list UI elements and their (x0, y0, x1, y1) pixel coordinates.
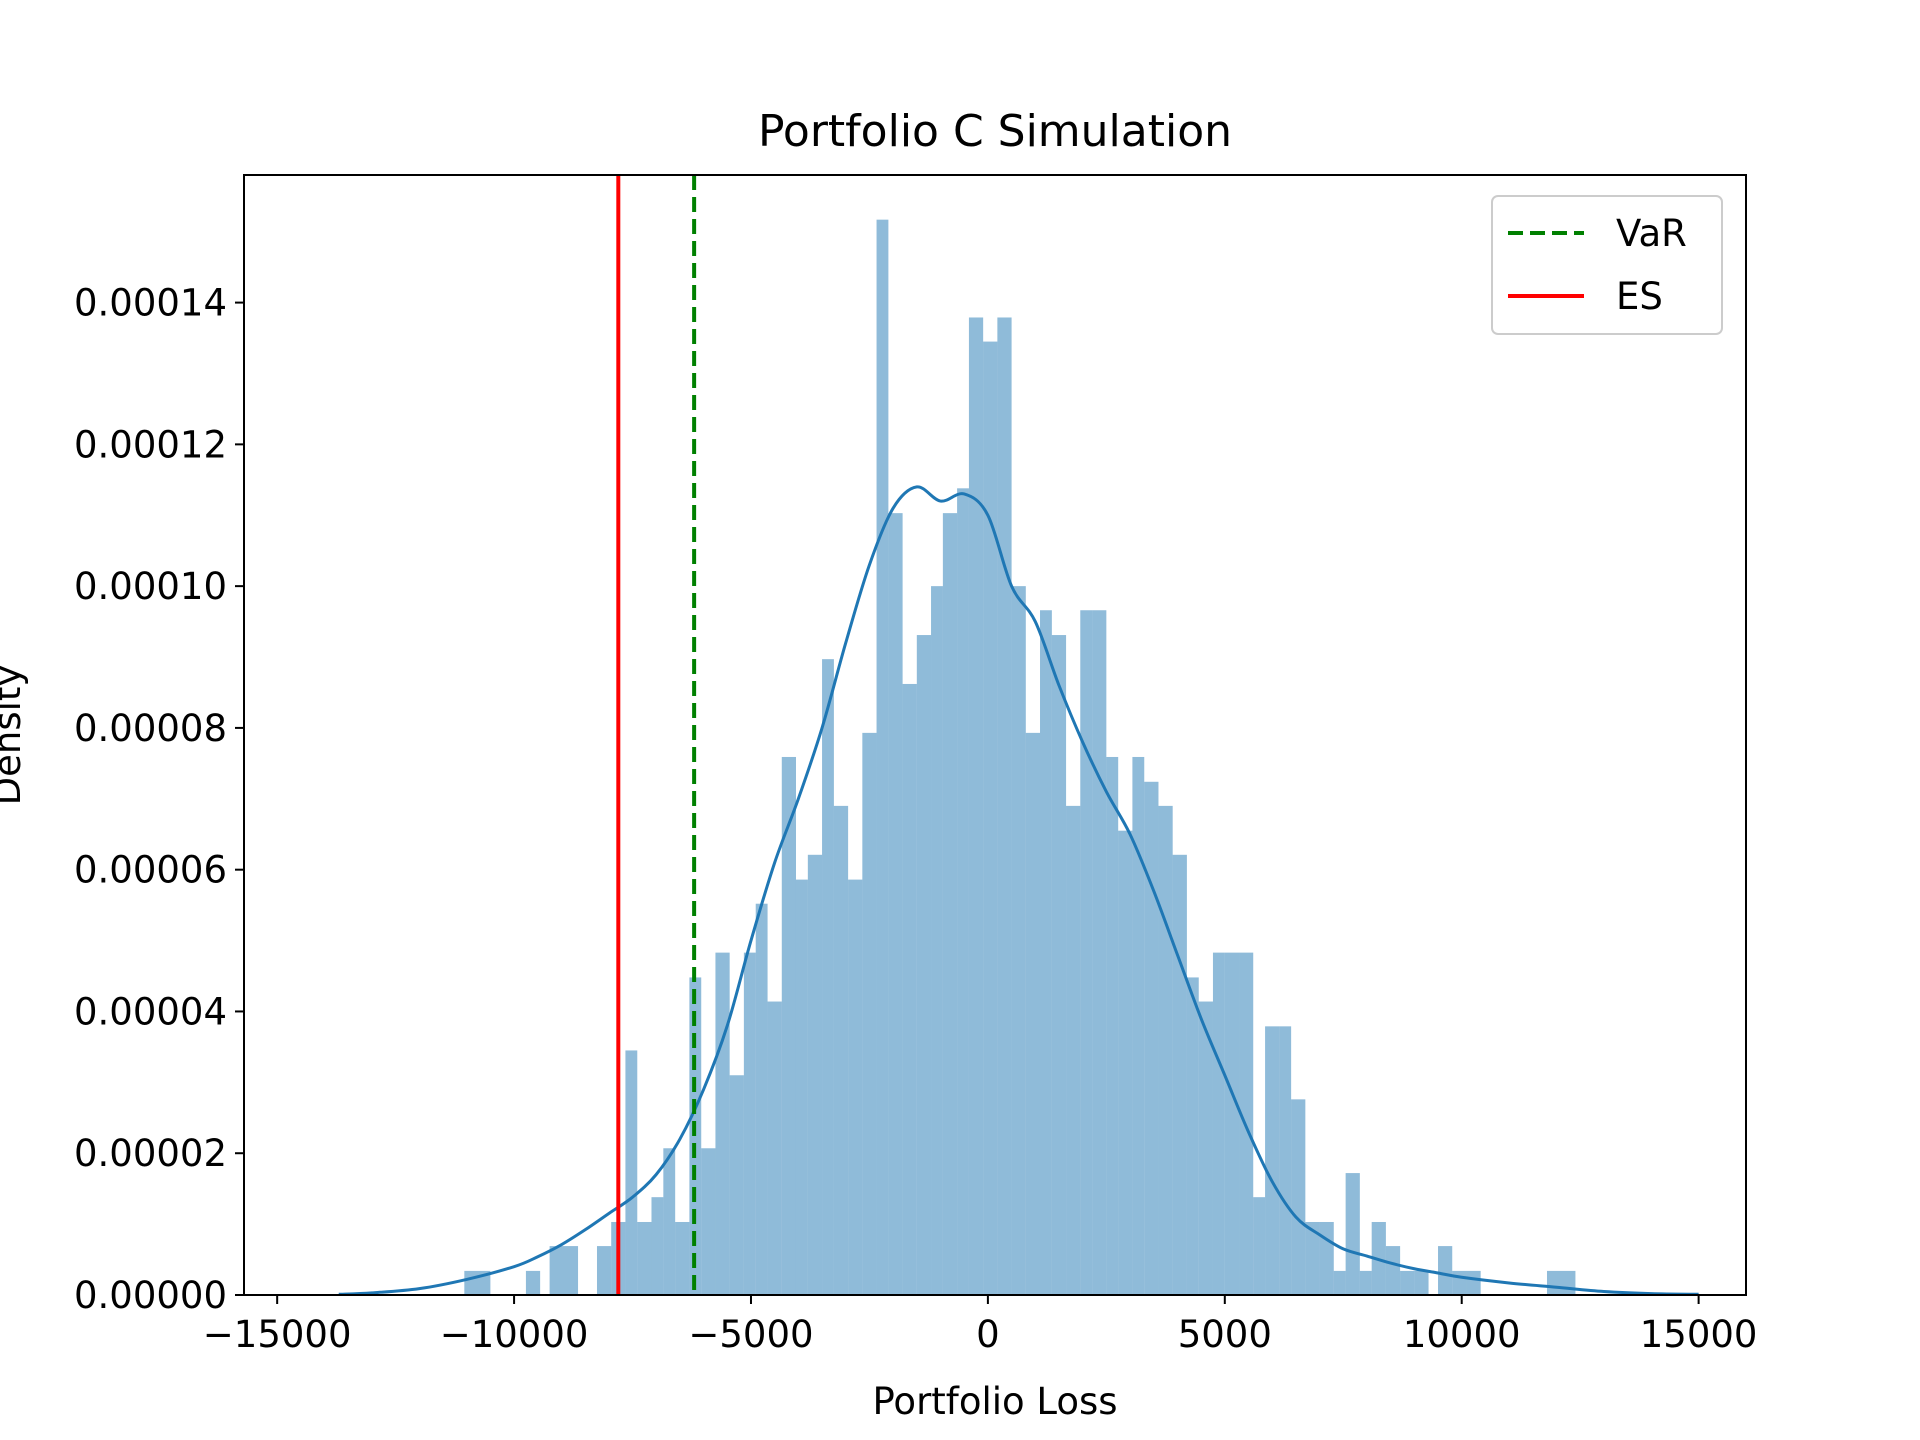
histogram-bar (822, 659, 834, 1295)
x-axis-label: Portfolio Loss (872, 1380, 1117, 1423)
x-tick-label: −5000 (688, 1313, 813, 1356)
histogram-bar (1198, 1001, 1213, 1295)
histogram-bar (1333, 1270, 1346, 1295)
histogram-bar (1359, 1270, 1372, 1295)
histogram-bar (1092, 610, 1107, 1295)
histogram-bar (1291, 1099, 1306, 1295)
risk-lines (616, 175, 697, 1295)
histogram-bar (848, 879, 863, 1295)
y-tick-label: 0.00000 (74, 1274, 227, 1317)
y-axis: 0.00000 0.00002 0.00004 0.00006 0.00008 0.000… (74, 282, 244, 1317)
histogram-bar (1051, 635, 1067, 1295)
histogram-bar (1414, 1270, 1429, 1295)
chart-title: Portfolio C Simulation (758, 106, 1232, 157)
histogram-bar (1466, 1270, 1481, 1295)
histogram-bar (689, 977, 702, 1295)
legend-label: ES (1616, 275, 1663, 318)
histogram-bar (957, 488, 969, 1295)
histogram-bar (931, 586, 943, 1295)
histogram-bar (651, 1197, 664, 1295)
histogram-bar (625, 1050, 638, 1295)
plot-frame (243, 174, 1747, 1296)
histogram-bar (596, 1246, 612, 1295)
histogram-bar (997, 317, 1012, 1295)
histogram-bar (663, 1148, 676, 1295)
histogram-bar (1066, 805, 1081, 1295)
histogram-bar (876, 219, 889, 1296)
histogram-bar (1385, 1246, 1401, 1295)
histogram-bar (1305, 1221, 1320, 1295)
y-tick-label: 0.00014 (74, 282, 227, 325)
histogram-bar (888, 513, 903, 1295)
x-tick-label: −15000 (203, 1313, 352, 1356)
histogram-bar (1158, 805, 1173, 1295)
histogram-bar (525, 1270, 541, 1295)
x-tick-label: 15000 (1640, 1313, 1758, 1356)
histogram-bar (781, 756, 796, 1295)
histogram-bar (968, 317, 984, 1295)
y-tick-label: 0.00006 (74, 849, 227, 892)
histogram-bar (1452, 1270, 1467, 1295)
x-tick-label: 10000 (1403, 1313, 1521, 1356)
histogram-bar (1118, 830, 1133, 1295)
histogram-bar (1172, 854, 1187, 1295)
histogram-bar (767, 1001, 782, 1295)
histogram-bar (1011, 586, 1026, 1295)
x-tick-label: 0 (976, 1313, 1000, 1356)
histogram-bar (807, 854, 823, 1295)
histogram-bar (1319, 1221, 1334, 1295)
y-tick-label: 0.00012 (74, 423, 227, 466)
x-tick-label: 5000 (1178, 1313, 1272, 1356)
histogram-bar (902, 683, 917, 1295)
histogram-bar (743, 952, 756, 1295)
histogram-bar (983, 341, 998, 1295)
legend-label: VaR (1616, 212, 1687, 255)
histogram-bar (1345, 1173, 1360, 1295)
histogram-bar (715, 952, 730, 1295)
histogram-bar (916, 635, 932, 1295)
histogram-bar (1546, 1270, 1576, 1295)
y-axis-label: Density (0, 665, 29, 806)
legend-box (1491, 195, 1723, 335)
histogram-bar (1132, 756, 1145, 1295)
histogram-bar (1144, 781, 1159, 1295)
histogram-bar (755, 903, 768, 1295)
histogram-bar (1279, 1026, 1292, 1295)
histogram-bar (1253, 1197, 1266, 1295)
histogram-bar (1040, 610, 1052, 1295)
legend: VaR ES (1491, 195, 1723, 335)
y-tick-label: 0.00010 (74, 565, 227, 608)
histogram-bar (1265, 1026, 1280, 1295)
histogram-bar (1186, 977, 1199, 1295)
y-tick-label: 0.00008 (74, 707, 227, 750)
histogram-bar (795, 879, 808, 1295)
histogram-bar (637, 1221, 652, 1295)
histogram-bar (1106, 756, 1119, 1295)
histogram-bar (942, 513, 958, 1295)
x-axis: −15000 −10000 −5000 0 5000 10000 15000 (203, 1295, 1758, 1356)
histogram-bar (729, 1075, 744, 1295)
histogram-bar (1025, 732, 1041, 1295)
histogram-bar (1080, 610, 1093, 1295)
histogram-bar (701, 1148, 716, 1295)
y-tick-label: 0.00002 (74, 1132, 227, 1175)
histogram-bar (549, 1246, 579, 1295)
histogram-bar (675, 1221, 690, 1295)
x-tick-label: −10000 (440, 1313, 589, 1356)
histogram-bar (1400, 1270, 1415, 1295)
histogram-bar (833, 805, 849, 1295)
y-tick-label: 0.00004 (74, 990, 227, 1033)
histogram-bar (1438, 1246, 1453, 1295)
histogram-bar (862, 732, 877, 1295)
histogram-bar (1224, 952, 1240, 1295)
histogram-bar (1212, 952, 1225, 1295)
